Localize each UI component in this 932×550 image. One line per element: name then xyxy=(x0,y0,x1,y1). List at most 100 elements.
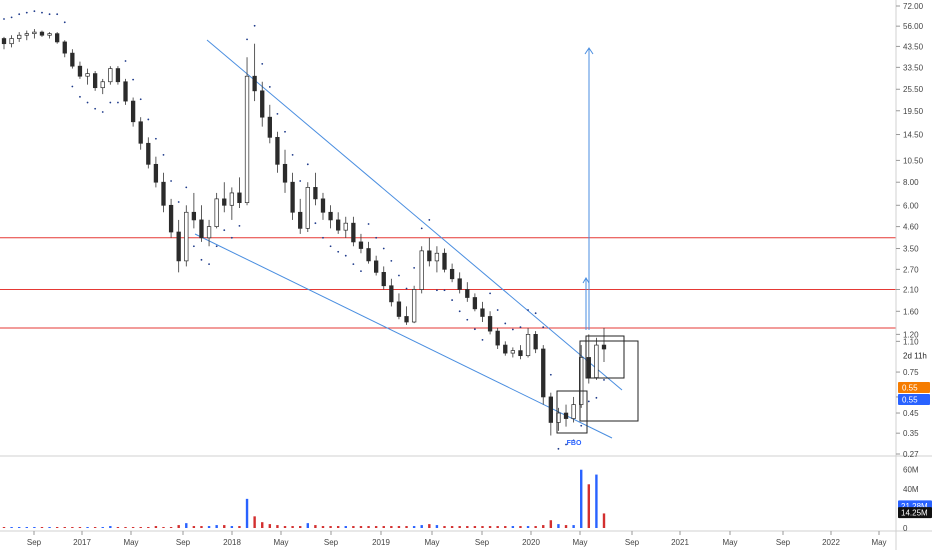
volume-bar xyxy=(192,526,196,528)
volume-bar xyxy=(238,526,241,528)
price-tick-label: 72.00 xyxy=(903,2,924,11)
volume-bar xyxy=(215,525,218,528)
candle-body xyxy=(70,52,75,67)
price-tick-label: 0.27 xyxy=(903,450,919,459)
volume-bar xyxy=(519,526,522,528)
candle-body xyxy=(260,90,265,118)
candle-body xyxy=(389,285,394,303)
candle-body xyxy=(548,396,553,423)
sar-dot xyxy=(603,379,605,381)
sar-dot xyxy=(79,95,81,98)
candle-body xyxy=(298,211,303,229)
candle-body xyxy=(366,248,371,262)
sar-dot xyxy=(511,328,514,331)
sar-dot xyxy=(41,11,43,14)
price-tick-label: 1.60 xyxy=(903,307,919,316)
sar-dot xyxy=(481,339,484,341)
sar-dot xyxy=(208,263,210,266)
volume-bar xyxy=(534,526,537,528)
volume-bar xyxy=(40,527,44,528)
volume-bar xyxy=(390,526,393,528)
candle-body xyxy=(275,136,280,165)
candle-body xyxy=(381,272,386,287)
volume-bar xyxy=(200,526,203,528)
sar-dot xyxy=(33,10,36,13)
candle-body xyxy=(571,404,576,419)
sar-dot xyxy=(162,153,165,156)
candle-body xyxy=(518,350,523,357)
sar-dot xyxy=(63,21,66,24)
volume-bar xyxy=(139,527,142,528)
sar-dot xyxy=(109,101,112,104)
candle-body xyxy=(586,357,591,378)
sar-dot xyxy=(466,318,469,321)
volume-bar xyxy=(147,527,150,528)
price-tick-label: 1.20 xyxy=(903,330,919,339)
candle-body xyxy=(411,289,417,323)
volume-tick-label: 0 xyxy=(903,524,908,533)
sar-dot xyxy=(154,137,157,140)
candle-body xyxy=(434,252,440,262)
volume-bar xyxy=(299,526,302,528)
volume-bar xyxy=(116,527,120,528)
candle-body xyxy=(465,289,470,298)
price-badge xyxy=(898,381,930,393)
candle-body xyxy=(237,192,242,204)
volume-tick-label: 60M xyxy=(903,466,919,475)
sar-dot xyxy=(299,180,302,182)
candle-body xyxy=(601,344,607,350)
price-tick-label: 33.50 xyxy=(903,63,924,72)
sar-dot xyxy=(3,18,5,20)
sar-dot xyxy=(147,118,150,121)
candle-body xyxy=(510,350,516,354)
sar-dot xyxy=(101,111,104,113)
volume-bar xyxy=(261,522,264,528)
volume-bar xyxy=(412,526,416,528)
time-tick-label: 2017 xyxy=(73,538,91,547)
volume-bar xyxy=(526,526,530,528)
sar-dot xyxy=(306,163,309,166)
sar-dot xyxy=(71,85,74,88)
time-tick-label: Sep xyxy=(776,538,791,547)
candle-body xyxy=(146,142,151,165)
sar-dot xyxy=(18,13,21,16)
upper-trendline xyxy=(206,39,623,391)
candles xyxy=(1,29,607,436)
sar-dot xyxy=(215,245,218,248)
sar-dot xyxy=(261,62,264,65)
time-tick-label: Sep xyxy=(176,538,191,547)
candle-body xyxy=(24,33,29,36)
volume-bar xyxy=(48,527,51,528)
fbo-box xyxy=(556,390,588,434)
sar-dot xyxy=(238,225,241,227)
volume-bar xyxy=(602,513,606,528)
volume-bar xyxy=(276,525,279,528)
volume-bar xyxy=(595,474,598,528)
candle-body xyxy=(191,211,197,221)
time-tick-label: May xyxy=(572,538,587,547)
volume-bar xyxy=(443,526,446,528)
candle-body xyxy=(92,73,98,89)
volume-bar xyxy=(420,525,423,528)
volume-bar xyxy=(223,525,226,528)
sar-dot xyxy=(473,328,476,331)
volume-bar xyxy=(93,527,97,528)
candle-body xyxy=(229,192,234,206)
candle-body xyxy=(62,41,67,54)
candle-body xyxy=(153,163,159,183)
price-tick-label: 2.10 xyxy=(903,285,919,294)
volume-bar xyxy=(511,526,515,528)
volume-bar xyxy=(283,526,287,528)
candle-body xyxy=(47,33,52,36)
candle-body xyxy=(168,204,174,233)
time-tick-label: May xyxy=(123,538,138,547)
volume-bar xyxy=(185,523,188,528)
sar-dot xyxy=(48,13,51,16)
price-tick-label: 2.70 xyxy=(903,265,919,274)
sar-dot xyxy=(489,292,491,295)
volume-bars xyxy=(2,469,606,528)
sar-dot xyxy=(337,250,340,253)
candle-body xyxy=(427,250,432,262)
